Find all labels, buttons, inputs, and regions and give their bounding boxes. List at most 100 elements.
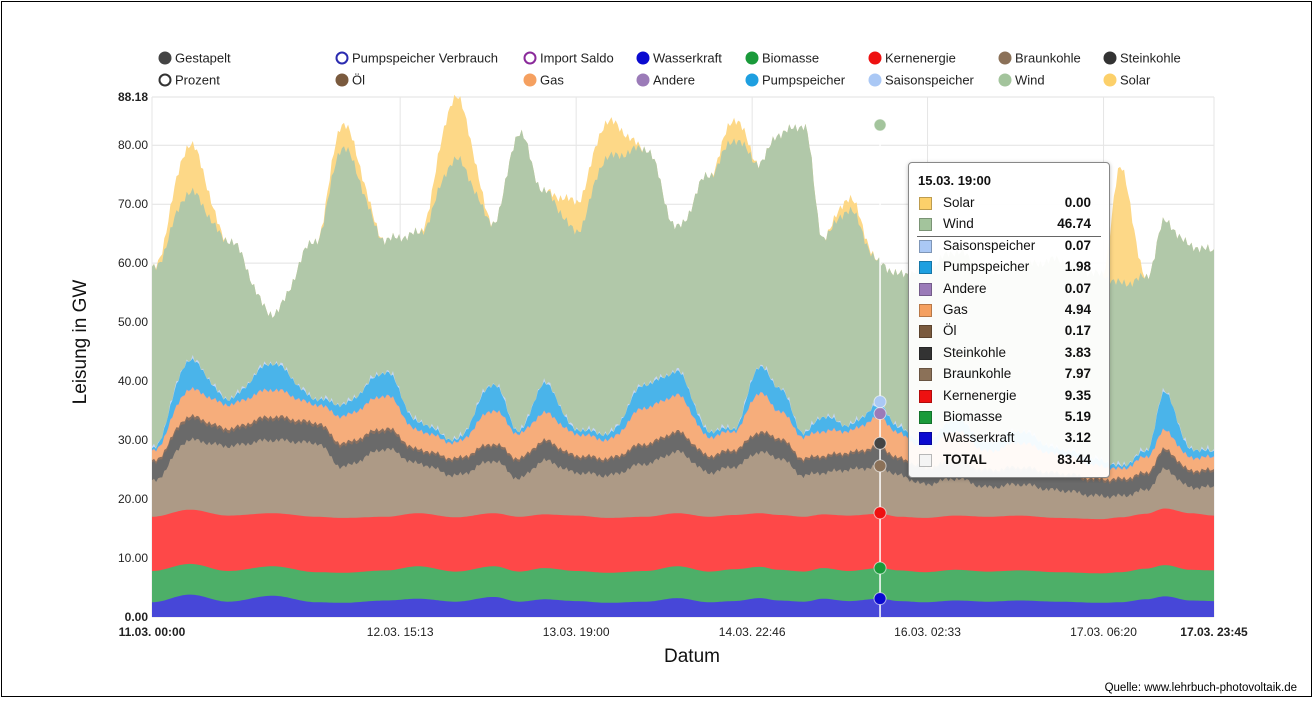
tooltip-row: Kernenergie 9.35 (917, 387, 1101, 408)
tooltip-swatch (919, 282, 932, 296)
tooltip-series-value: 7.97 (1064, 366, 1091, 382)
tooltip-row: Wind 46.74 (917, 215, 1101, 238)
tooltip-swatch (919, 197, 932, 210)
legend-item[interactable]: Öl (335, 73, 366, 88)
x-axis-title: Datum (664, 646, 720, 667)
legend-label: Andere (653, 73, 695, 88)
legend-marker-icon (636, 73, 650, 87)
legend-item[interactable]: Import Saldo (523, 51, 614, 66)
hover-marker (873, 506, 887, 520)
hover-marker (873, 395, 887, 409)
legend-item[interactable]: Gestapelt (158, 51, 232, 66)
legend-marker-icon (998, 73, 1012, 87)
legend-marker-icon (523, 73, 537, 87)
legend-marker-icon (868, 51, 882, 65)
legend-item[interactable]: Pumpspeicher Verbrauch (335, 51, 498, 66)
legend-marker-icon (868, 73, 882, 87)
legend-label: Import Saldo (540, 51, 614, 66)
tooltip-row: Wasserkraft 3.12 (917, 429, 1101, 450)
legend-label: Gestapelt (175, 51, 231, 66)
legend-marker-icon (745, 73, 759, 87)
legend-item[interactable]: Gas (523, 73, 565, 88)
legend-marker-icon (523, 51, 537, 65)
tooltip-row: Braunkohle 7.97 (917, 365, 1101, 386)
legend-item[interactable]: Pumpspeicher (745, 73, 846, 88)
tooltip-swatch (919, 411, 932, 424)
legend-marker-icon (1103, 51, 1117, 65)
legend-item[interactable]: Wind (998, 73, 1045, 88)
legend-marker-icon (158, 73, 172, 87)
tooltip-series-name: Gas (943, 302, 968, 317)
source-note: Quelle: www.lehrbuch-photovoltaik.de (1104, 682, 1297, 694)
y-tick-label: 0.00 (125, 610, 149, 624)
hover-marker (873, 407, 887, 421)
legend-item[interactable]: Biomasse (745, 51, 820, 66)
tooltip-series-name: TOTAL (943, 451, 987, 467)
y-tick-label: 10.00 (118, 551, 148, 565)
tooltip-series-name: Saisonspeicher (943, 237, 1036, 253)
y-tick-label: 20.00 (118, 492, 148, 506)
area-hydro (152, 594, 1214, 617)
tooltip-series-name: Steinkohle (943, 344, 1007, 360)
tooltip-swatch (919, 389, 932, 403)
legend-marker-icon (335, 73, 349, 87)
legend-label: Öl (352, 73, 365, 88)
tooltip-swatch (919, 432, 932, 446)
y-axis-title: Leisung in GW (70, 280, 91, 405)
tooltip-series-name: Wasserkraft (943, 430, 1015, 446)
legend-marker-icon (158, 51, 172, 65)
legend-marker-icon (1103, 73, 1117, 87)
tooltip-title: 15.03. 19:00 (918, 173, 992, 188)
tooltip-swatch (919, 368, 932, 382)
x-tick-label: 12.03. 15:13 (367, 625, 434, 639)
legend[interactable]: Gestapelt Pumpspeicher Verbrauch Import Sa… (158, 51, 1181, 88)
hover-tooltip: 15.03. 19:00 Solar 0.00 Wind 46.74 Saisonspe… (908, 162, 1110, 478)
legend-label: Solar (1120, 73, 1151, 88)
tooltip-series-name: Pumpspeicher (943, 259, 1030, 275)
legend-item[interactable]: Solar (1103, 73, 1152, 88)
legend-label: Prozent (175, 73, 220, 88)
hover-marker (873, 436, 887, 450)
legend-label: Saisonspeicher (885, 73, 975, 88)
tooltip-series-value: 5.19 (1064, 409, 1091, 424)
y-tick-label: 80.00 (118, 138, 148, 152)
tooltip-series-name: Öl (943, 323, 957, 339)
legend-label: Braunkohle (1015, 51, 1081, 66)
tooltip-series-name: Solar (943, 195, 975, 210)
tooltip-row: Solar 0.00 (917, 194, 1101, 215)
tooltip-swatch (919, 325, 932, 339)
y-tick-label: 50.00 (118, 315, 148, 329)
legend-item[interactable]: Braunkohle (998, 51, 1081, 66)
legend-item[interactable]: Prozent (158, 73, 221, 88)
legend-marker-icon (335, 51, 349, 65)
tooltip-series-name: Andere (943, 280, 987, 296)
legend-item[interactable]: Kernenergie (868, 51, 956, 66)
legend-item[interactable]: Andere (636, 73, 695, 88)
x-tick-label: 16.03. 02:33 (894, 625, 961, 639)
tooltip-series-value: 83.44 (1057, 451, 1091, 467)
y-tick-label: 40.00 (118, 374, 148, 388)
y-tick-label: 30.00 (118, 433, 148, 447)
hover-marker (873, 561, 887, 575)
legend-item[interactable]: Steinkohle (1103, 51, 1181, 66)
legend-item[interactable]: Saisonspeicher (868, 73, 975, 88)
tooltip-series-value: 0.17 (1064, 323, 1091, 339)
legend-label: Pumpspeicher Verbrauch (352, 51, 498, 66)
legend-label: Gas (540, 73, 564, 88)
tooltip-series-name: Biomasse (943, 409, 1003, 424)
tooltip-series-value: 0.07 (1064, 237, 1091, 253)
x-tick-label: 17.03. 23:45 (1180, 625, 1248, 639)
x-tick-label: 11.03. 00:00 (119, 625, 186, 639)
tooltip-series-value: 0.07 (1064, 280, 1091, 296)
tooltip-series-value: 46.74 (1057, 216, 1091, 232)
legend-item[interactable]: Wasserkraft (636, 51, 723, 66)
hover-marker (873, 459, 887, 473)
y-tick-label: 70.00 (118, 197, 148, 211)
legend-label: Wasserkraft (653, 51, 722, 66)
y-tick-label: 60.00 (118, 256, 148, 270)
legend-marker-icon (745, 51, 759, 65)
tooltip-swatch (919, 261, 932, 275)
tooltip-series-value: 3.12 (1064, 430, 1091, 446)
tooltip-series-name: Braunkohle (943, 366, 1012, 382)
tooltip-row: Steinkohle 3.83 (917, 344, 1101, 365)
